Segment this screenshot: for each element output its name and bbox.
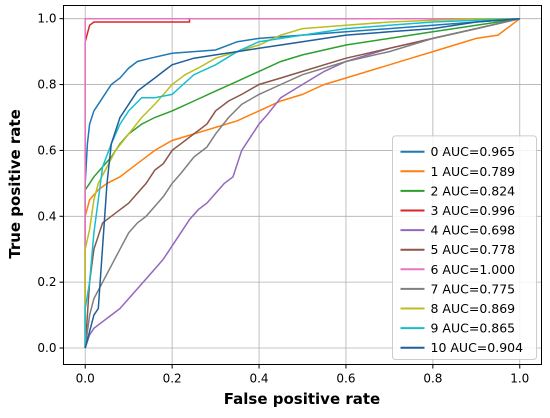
x-tick-label: 0.0: [76, 372, 95, 386]
legend-label-1: 1 AUC=0.789: [431, 164, 516, 179]
legend-label-6: 6 AUC=1.000: [431, 262, 516, 277]
legend-label-10: 10 AUC=0.904: [431, 340, 524, 355]
y-tick-label: 0.0: [37, 341, 56, 355]
legend-label-0: 0 AUC=0.965: [431, 144, 516, 159]
series-line-2: [84, 17, 520, 348]
axis-ticks: 0.0 0.2 0.4 0.6 0.8 1.0 0.0 0.2 0.4 0.6 0.8 1.0: [37, 12, 529, 386]
series-line-10: [84, 17, 520, 349]
series-line-8: [84, 17, 520, 348]
series-line-7: [84, 17, 520, 349]
y-tick-label: 1.0: [37, 12, 56, 26]
x-tick-label: 0.2: [163, 372, 182, 386]
series-line-0: [84, 17, 520, 348]
x-axis-title: False positive rate: [224, 390, 380, 408]
series-line-3: [84, 17, 520, 348]
y-tick-label: 0.4: [37, 209, 56, 223]
legend-box: [392, 135, 537, 360]
y-tick-label: 0.6: [37, 143, 56, 157]
series-line-6: [84, 17, 520, 348]
y-axis-title: True positive rate: [6, 109, 24, 259]
legend-label-2: 2 AUC=0.824: [431, 183, 516, 198]
legend: 0 AUC=0.965 1 AUC=0.789 2 AUC=0.824 3 AUC=0…: [392, 135, 537, 360]
legend-label-8: 8 AUC=0.869: [431, 301, 516, 316]
x-tick-label: 0.6: [336, 372, 355, 386]
legend-label-3: 3 AUC=0.996: [431, 203, 516, 218]
series-lines: [84, 17, 521, 349]
series-line-9: [84, 17, 520, 348]
plot-frame: [63, 5, 542, 365]
legend-label-5: 5 AUC=0.778: [431, 242, 516, 257]
legend-label-4: 4 AUC=0.698: [431, 223, 516, 238]
series-line-1: [84, 18, 521, 348]
legend-label-7: 7 AUC=0.775: [431, 281, 516, 296]
series-line-4: [84, 17, 520, 349]
x-tick-label: 0.8: [423, 372, 442, 386]
y-tick-label: 0.8: [37, 78, 56, 92]
series-line-5: [84, 17, 520, 349]
x-tick-label: 1.0: [510, 372, 529, 386]
y-tick-label: 0.2: [37, 275, 56, 289]
legend-label-9: 9 AUC=0.865: [431, 321, 516, 336]
x-tick-label: 0.4: [249, 372, 268, 386]
